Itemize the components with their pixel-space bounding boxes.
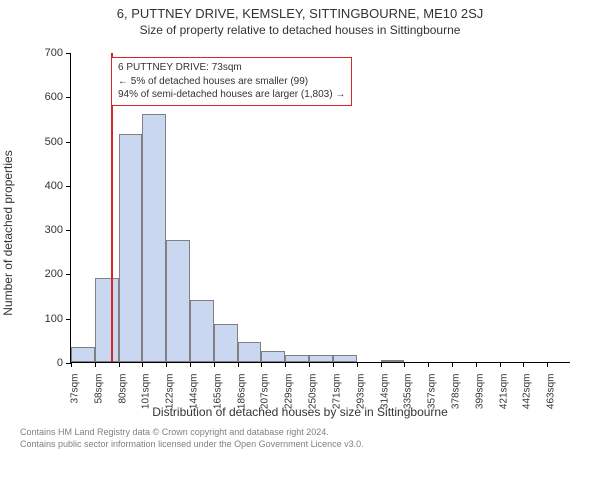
y-tick-mark bbox=[66, 230, 71, 231]
x-tick-label: 378sqm bbox=[450, 374, 461, 410]
histogram-bar bbox=[190, 300, 214, 362]
histogram-bar bbox=[333, 355, 357, 362]
x-axis-label: Distribution of detached houses by size … bbox=[152, 405, 448, 419]
histogram-bar bbox=[142, 114, 166, 362]
y-tick-label: 600 bbox=[45, 91, 63, 103]
x-tick-label: 335sqm bbox=[403, 374, 414, 410]
y-tick-label: 400 bbox=[45, 180, 63, 192]
x-tick-label: 357sqm bbox=[427, 374, 438, 410]
x-tick-mark bbox=[261, 362, 262, 367]
histogram-bar bbox=[166, 240, 190, 362]
x-tick-label: 37sqm bbox=[70, 374, 81, 404]
page-subtitle: Size of property relative to detached ho… bbox=[0, 23, 600, 37]
y-tick-label: 0 bbox=[57, 357, 63, 369]
x-tick-label: 293sqm bbox=[355, 374, 366, 410]
x-tick-label: 229sqm bbox=[284, 374, 295, 410]
x-tick-label: 463sqm bbox=[546, 374, 557, 410]
x-tick-label: 144sqm bbox=[189, 374, 200, 410]
y-tick-label: 500 bbox=[45, 136, 63, 148]
x-tick-mark bbox=[404, 362, 405, 367]
y-tick-label: 200 bbox=[45, 268, 63, 280]
y-tick-mark bbox=[66, 53, 71, 54]
histogram-bar bbox=[381, 360, 405, 362]
x-tick-mark bbox=[523, 362, 524, 367]
x-tick-label: 421sqm bbox=[498, 374, 509, 410]
x-tick-label: 186sqm bbox=[236, 374, 247, 410]
x-tick-mark bbox=[381, 362, 382, 367]
page-title: 6, PUTTNEY DRIVE, KEMSLEY, SITTINGBOURNE… bbox=[0, 6, 600, 21]
x-tick-mark bbox=[547, 362, 548, 367]
x-tick-mark bbox=[119, 362, 120, 367]
chart: Number of detached properties 6 PUTTNEY … bbox=[20, 43, 580, 423]
x-tick-label: 58sqm bbox=[93, 374, 104, 404]
x-tick-mark bbox=[309, 362, 310, 367]
footer: Contains HM Land Registry data © Crown c… bbox=[20, 427, 580, 450]
x-tick-mark bbox=[190, 362, 191, 367]
x-tick-mark bbox=[285, 362, 286, 367]
x-tick-label: 250sqm bbox=[308, 374, 319, 410]
x-tick-label: 314sqm bbox=[379, 374, 390, 410]
y-tick-mark bbox=[66, 186, 71, 187]
x-tick-mark bbox=[214, 362, 215, 367]
y-tick-mark bbox=[66, 142, 71, 143]
x-tick-mark bbox=[142, 362, 143, 367]
y-tick-label: 100 bbox=[45, 313, 63, 325]
x-tick-mark bbox=[452, 362, 453, 367]
info-line-2: ← 5% of detached houses are smaller (99) bbox=[118, 75, 345, 89]
x-tick-label: 399sqm bbox=[474, 374, 485, 410]
histogram-bar bbox=[95, 278, 119, 362]
x-tick-label: 80sqm bbox=[117, 374, 128, 404]
x-tick-mark bbox=[71, 362, 72, 367]
x-tick-label: 101sqm bbox=[141, 374, 152, 410]
histogram-bar bbox=[214, 324, 238, 362]
footer-line-1: Contains HM Land Registry data © Crown c… bbox=[20, 427, 580, 439]
x-tick-mark bbox=[500, 362, 501, 367]
y-tick-mark bbox=[66, 319, 71, 320]
x-tick-label: 271sqm bbox=[331, 374, 342, 410]
footer-line-2: Contains public sector information licen… bbox=[20, 439, 580, 451]
y-tick-mark bbox=[66, 97, 71, 98]
y-tick-mark bbox=[66, 274, 71, 275]
x-tick-mark bbox=[476, 362, 477, 367]
y-axis-label: Number of detached properties bbox=[1, 150, 15, 315]
histogram-bar bbox=[309, 355, 333, 362]
x-tick-label: 122sqm bbox=[165, 374, 176, 410]
x-tick-label: 442sqm bbox=[522, 374, 533, 410]
x-tick-label: 165sqm bbox=[212, 374, 223, 410]
x-tick-mark bbox=[238, 362, 239, 367]
histogram-bar bbox=[119, 134, 143, 362]
x-tick-mark bbox=[95, 362, 96, 367]
x-tick-label: 207sqm bbox=[260, 374, 271, 410]
x-tick-mark bbox=[428, 362, 429, 367]
y-tick-label: 300 bbox=[45, 224, 63, 236]
histogram-bar bbox=[238, 342, 262, 362]
info-box: 6 PUTTNEY DRIVE: 73sqm ← 5% of detached … bbox=[111, 57, 352, 106]
histogram-bar bbox=[71, 347, 95, 363]
x-tick-mark bbox=[357, 362, 358, 367]
info-line-1: 6 PUTTNEY DRIVE: 73sqm bbox=[118, 61, 345, 75]
y-tick-label: 700 bbox=[45, 47, 63, 59]
info-line-3: 94% of semi-detached houses are larger (… bbox=[118, 88, 345, 102]
histogram-bar bbox=[261, 351, 285, 362]
plot-area: 6 PUTTNEY DRIVE: 73sqm ← 5% of detached … bbox=[70, 53, 570, 363]
x-tick-mark bbox=[333, 362, 334, 367]
histogram-bar bbox=[285, 355, 309, 362]
x-tick-mark bbox=[166, 362, 167, 367]
